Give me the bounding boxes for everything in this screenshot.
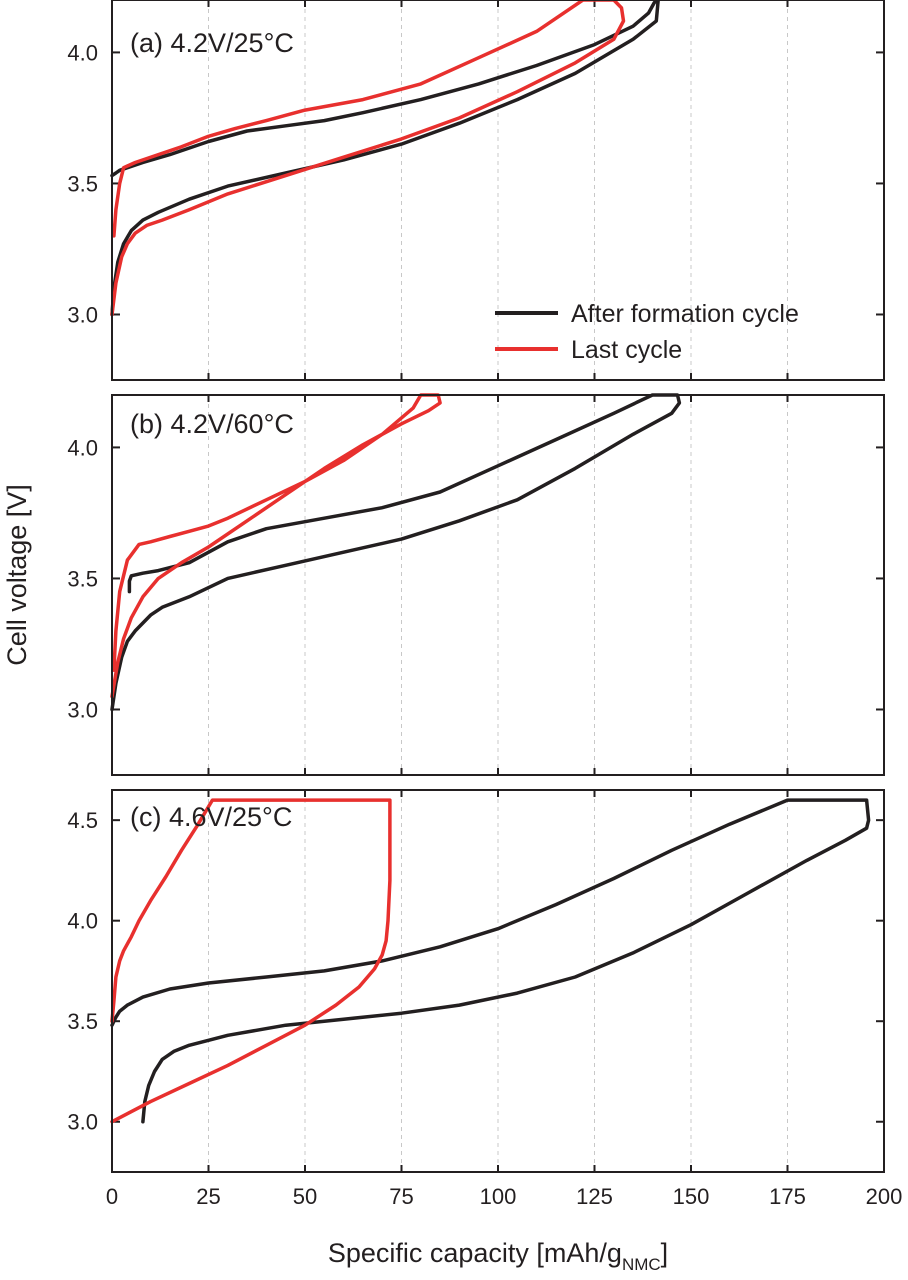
panel-frame — [111, 789, 885, 1173]
x-axis-title-subscript: NMC — [622, 1255, 661, 1274]
series-line-last-cycle — [110, 798, 392, 1124]
x-tick-label: 100 — [480, 1184, 517, 1209]
y-tick-label: 4.0 — [67, 909, 98, 934]
panel-c: 3.0 3.5 4.0 4.5 0 25 50 75 100 125 150 175 200 (c) 4.… — [67, 789, 903, 1209]
panel-title: (b) 4.2V/60°C — [130, 409, 294, 439]
panel-b: 3.0 3.5 4.0 (b) 4.2V/60°C — [67, 393, 885, 776]
x-tick-label: 75 — [389, 1184, 413, 1209]
x-axis-title-close: ] — [661, 1238, 669, 1268]
x-tick-label: 175 — [769, 1184, 806, 1209]
y-tick-label: 4.5 — [67, 808, 98, 833]
x-tick-label: 200 — [866, 1184, 903, 1209]
y-tick-label: 4.0 — [67, 435, 98, 460]
x-tick-label: 0 — [106, 1184, 118, 1209]
y-tick-label: 3.0 — [67, 302, 98, 327]
y-tick-label: 3.0 — [67, 697, 98, 722]
legend-label-after-formation: After formation cycle — [571, 300, 799, 328]
x-tick-label: 25 — [196, 1184, 220, 1209]
panel-frame — [111, 0, 885, 381]
series-line-after-formation — [110, 0, 660, 317]
y-axis-title: Cell voltage [V] — [2, 484, 32, 666]
panel-a: 3.0 3.5 4.0 (a) 4.2V/25°C After formation c… — [67, 0, 885, 381]
panel-title: (c) 4.6V/25°C — [130, 802, 292, 832]
panel-frame — [111, 394, 885, 776]
series-line-after-formation — [110, 798, 871, 1124]
y-tick-label: 3.0 — [67, 1110, 98, 1135]
legend: After formation cycle Last cycle — [495, 300, 799, 364]
x-axis-title-main: Specific capacity [mAh/g — [328, 1238, 622, 1268]
x-tick-label: 150 — [673, 1184, 710, 1209]
series-line-after-formation — [110, 393, 682, 712]
series-line-last-cycle — [110, 393, 442, 699]
y-tick-label: 3.5 — [67, 171, 98, 196]
x-tick-label: 50 — [293, 1184, 317, 1209]
legend-label-last-cycle: Last cycle — [571, 336, 682, 364]
y-tick-label: 4.0 — [67, 40, 98, 65]
panel-title: (a) 4.2V/25°C — [130, 28, 294, 58]
series-line-last-cycle — [110, 0, 626, 317]
x-axis-title: Specific capacity [mAh/gNMC] — [328, 1238, 668, 1274]
y-tick-label: 3.5 — [67, 1009, 98, 1034]
x-tick-label: 125 — [576, 1184, 613, 1209]
y-tick-label: 3.5 — [67, 566, 98, 591]
